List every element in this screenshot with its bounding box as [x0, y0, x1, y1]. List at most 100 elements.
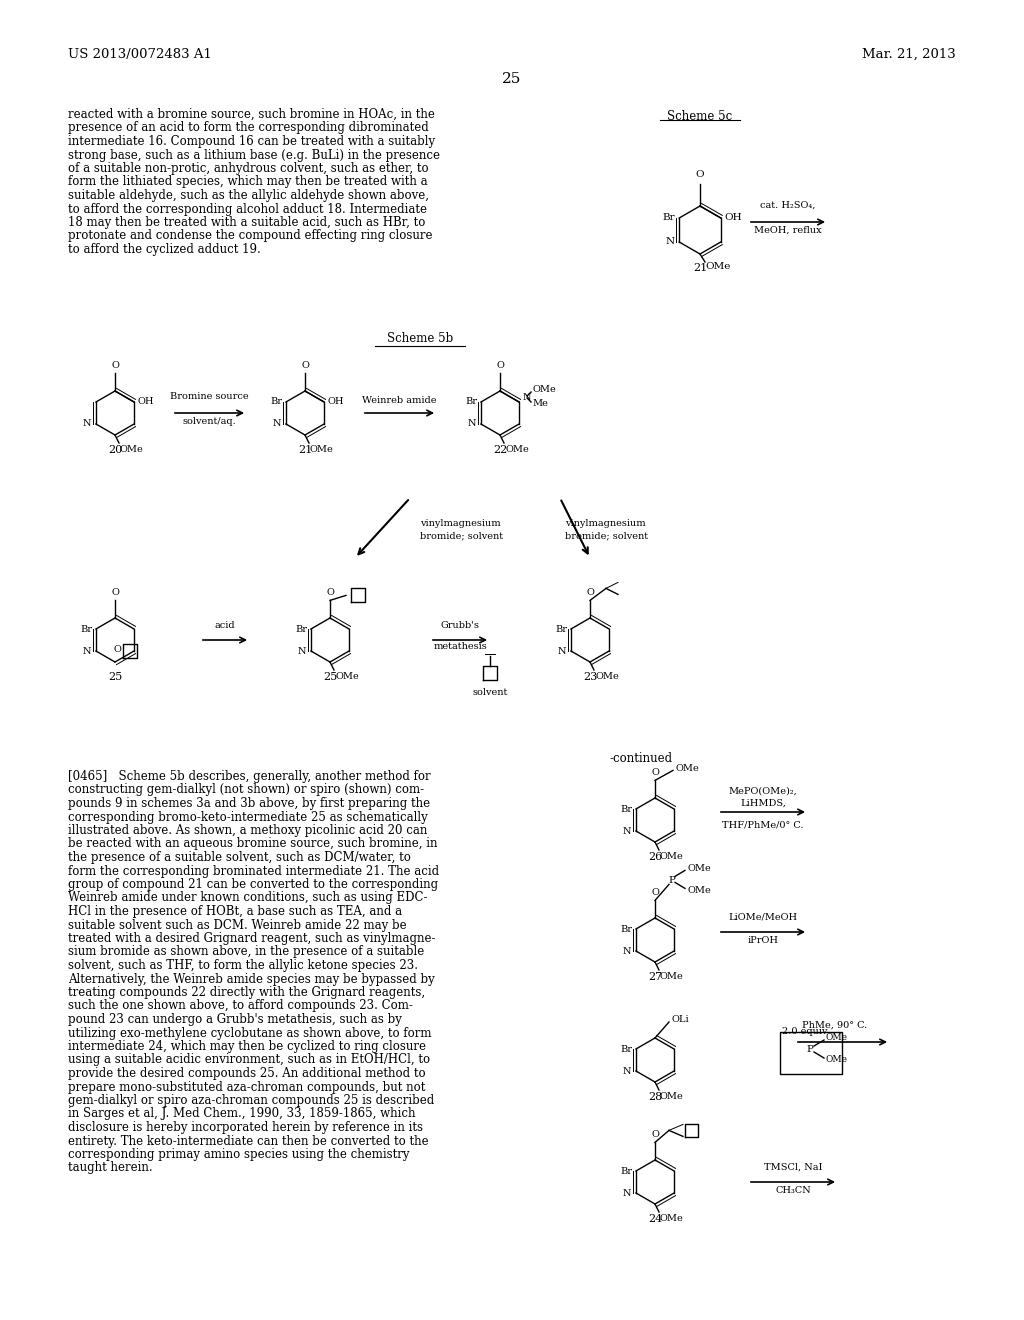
Text: N: N [467, 420, 476, 429]
Text: bromide; solvent: bromide; solvent [420, 532, 503, 540]
Text: 24: 24 [648, 1214, 663, 1224]
Text: OH: OH [725, 214, 742, 223]
Text: intermediate 16. Compound 16 can be treated with a suitably: intermediate 16. Compound 16 can be trea… [68, 135, 435, 148]
Text: US 2013/0072483 A1: US 2013/0072483 A1 [68, 48, 212, 61]
Text: to afford the cyclized adduct 19.: to afford the cyclized adduct 19. [68, 243, 261, 256]
Text: taught herein.: taught herein. [68, 1162, 153, 1175]
Text: N: N [523, 393, 531, 403]
Text: bromide; solvent: bromide; solvent [565, 532, 648, 540]
Text: Br: Br [270, 397, 282, 407]
Text: form the corresponding brominated intermediate 21. The acid: form the corresponding brominated interm… [68, 865, 439, 878]
Text: OMe: OMe [660, 851, 684, 861]
Text: 21: 21 [298, 445, 312, 455]
Text: disclosure is hereby incorporated herein by reference in its: disclosure is hereby incorporated herein… [68, 1121, 423, 1134]
Text: vinylmagnesium: vinylmagnesium [565, 519, 645, 528]
Text: N: N [557, 647, 566, 656]
Text: OMe: OMe [335, 672, 358, 681]
Text: O: O [326, 589, 334, 597]
Text: O: O [301, 362, 309, 371]
Text: 22: 22 [493, 445, 507, 455]
Text: OMe: OMe [660, 1214, 684, 1224]
Text: protonate and condense the compound effecting ring closure: protonate and condense the compound effe… [68, 230, 432, 243]
Text: LiOMe/MeOH: LiOMe/MeOH [728, 913, 798, 921]
Text: utilizing exo-methylene cyclobutane as shown above, to form: utilizing exo-methylene cyclobutane as s… [68, 1027, 431, 1040]
Text: OH: OH [327, 397, 344, 407]
Text: gem-dialkyl or spiro aza-chroman compounds 25 is described: gem-dialkyl or spiro aza-chroman compoun… [68, 1094, 434, 1107]
Text: 26: 26 [648, 851, 663, 862]
Text: acid: acid [215, 620, 236, 630]
Text: [0465]   Scheme 5b describes, generally, another method for: [0465] Scheme 5b describes, generally, a… [68, 770, 431, 783]
Text: OMe: OMe [687, 863, 711, 873]
Text: Br: Br [295, 624, 307, 634]
Text: MeOH, reflux: MeOH, reflux [755, 226, 822, 235]
Text: O: O [111, 362, 119, 371]
Text: reacted with a bromine source, such bromine in HOAc, in the: reacted with a bromine source, such brom… [68, 108, 435, 121]
Text: OMe: OMe [120, 445, 143, 454]
Text: 21: 21 [693, 263, 708, 273]
Text: Br: Br [620, 1044, 632, 1053]
Text: 2.0 equiv: 2.0 equiv [782, 1027, 827, 1036]
Text: N: N [623, 1067, 631, 1076]
Text: N: N [666, 238, 674, 247]
Text: P: P [669, 876, 676, 884]
Text: illustrated above. As shown, a methoxy picolinic acid 20 can: illustrated above. As shown, a methoxy p… [68, 824, 427, 837]
Text: intermediate 24, which may then be cyclized to ring closure: intermediate 24, which may then be cycli… [68, 1040, 426, 1053]
Text: strong base, such as a lithium base (e.g. BuLi) in the presence: strong base, such as a lithium base (e.g… [68, 149, 440, 161]
Text: entirety. The keto-intermediate can then be converted to the: entirety. The keto-intermediate can then… [68, 1134, 429, 1147]
Text: O: O [695, 170, 705, 180]
Text: LiHMDS,: LiHMDS, [740, 799, 786, 808]
Text: prepare mono-substituted aza-chroman compounds, but not: prepare mono-substituted aza-chroman com… [68, 1081, 425, 1093]
Text: Alternatively, the Weinreb amide species may be bypassed by: Alternatively, the Weinreb amide species… [68, 973, 435, 986]
Text: corresponding bromo-keto-intermediate 25 as schematically: corresponding bromo-keto-intermediate 25… [68, 810, 428, 824]
Text: solvent: solvent [472, 688, 508, 697]
Text: O: O [651, 888, 658, 898]
Text: Br: Br [620, 1167, 632, 1176]
FancyBboxPatch shape [780, 1032, 842, 1074]
Text: Mar. 21, 2013: Mar. 21, 2013 [862, 48, 956, 61]
Text: to afford the corresponding alcohol adduct 18. Intermediate: to afford the corresponding alcohol addu… [68, 202, 427, 215]
Text: constructing gem-dialkyl (not shown) or spiro (shown) com-: constructing gem-dialkyl (not shown) or … [68, 784, 424, 796]
Text: suitable solvent such as DCM. Weinreb amide 22 may be: suitable solvent such as DCM. Weinreb am… [68, 919, 407, 932]
Text: Scheme 5c: Scheme 5c [668, 110, 732, 123]
Text: 27: 27 [648, 972, 663, 982]
Text: treated with a desired Grignard reagent, such as vinylmagne-: treated with a desired Grignard reagent,… [68, 932, 435, 945]
Text: such the one shown above, to afford compounds 23. Com-: such the one shown above, to afford comp… [68, 999, 413, 1012]
Text: O: O [496, 362, 504, 371]
Text: form the lithiated species, which may then be treated with a: form the lithiated species, which may th… [68, 176, 428, 189]
Text: OH: OH [137, 397, 154, 407]
Text: be reacted with an aqueous bromine source, such bromine, in: be reacted with an aqueous bromine sourc… [68, 837, 437, 850]
Text: Br: Br [80, 624, 92, 634]
Text: iPrOH: iPrOH [748, 936, 778, 945]
Text: pounds 9 in schemes 3a and 3b above, by first preparing the: pounds 9 in schemes 3a and 3b above, by … [68, 797, 430, 810]
Text: vinylmagnesium: vinylmagnesium [420, 519, 501, 528]
Text: OMe: OMe [705, 261, 730, 271]
Text: OLi: OLi [671, 1015, 688, 1024]
Text: OMe: OMe [826, 1034, 848, 1043]
Text: OMe: OMe [687, 886, 711, 895]
Text: 25: 25 [108, 672, 122, 682]
Text: 25: 25 [323, 672, 337, 682]
Text: N: N [623, 826, 631, 836]
Text: group of compound 21 can be converted to the corresponding: group of compound 21 can be converted to… [68, 878, 438, 891]
Text: Scheme 5b: Scheme 5b [387, 331, 454, 345]
Text: OMe: OMe [660, 1092, 684, 1101]
Text: treating compounds 22 directly with the Grignard reagents,: treating compounds 22 directly with the … [68, 986, 425, 999]
Text: Weinreb amide: Weinreb amide [361, 396, 436, 405]
Text: OMe: OMe [532, 385, 556, 395]
Text: 18 may then be treated with a suitable acid, such as HBr, to: 18 may then be treated with a suitable a… [68, 216, 425, 228]
Text: THF/PhMe/0° C.: THF/PhMe/0° C. [722, 820, 804, 829]
Text: N: N [623, 946, 631, 956]
Text: N: N [272, 420, 281, 429]
Text: OMe: OMe [660, 972, 684, 981]
Text: Br: Br [465, 397, 477, 407]
Text: MePO(OMe)₂,: MePO(OMe)₂, [729, 787, 798, 796]
Text: provide the desired compounds 25. An additional method to: provide the desired compounds 25. An add… [68, 1067, 426, 1080]
Text: sium bromide as shown above, in the presence of a suitable: sium bromide as shown above, in the pres… [68, 945, 424, 958]
Text: OMe: OMe [505, 445, 528, 454]
Text: solvent/aq.: solvent/aq. [182, 417, 236, 426]
Text: N: N [623, 1188, 631, 1197]
Text: OMe: OMe [826, 1056, 848, 1064]
Text: 20: 20 [108, 445, 122, 455]
Text: using a suitable acidic environment, such as in EtOH/HCl, to: using a suitable acidic environment, suc… [68, 1053, 430, 1067]
Text: 28: 28 [648, 1092, 663, 1102]
